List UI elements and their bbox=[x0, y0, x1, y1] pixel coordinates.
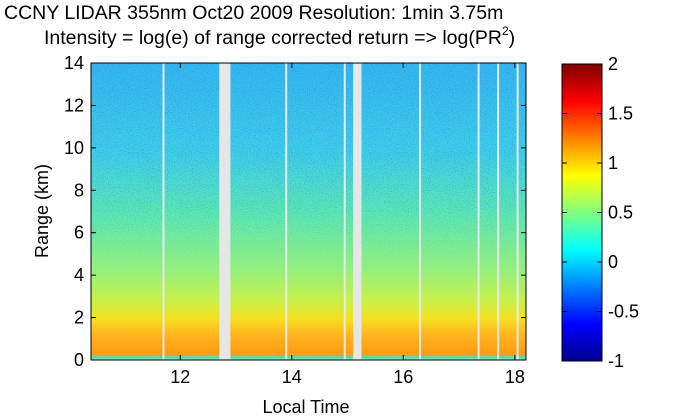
colorbar-tick-label: 2 bbox=[608, 54, 618, 74]
x-axis: 12 14 16 18 bbox=[170, 63, 525, 387]
heatmap-noise bbox=[91, 63, 526, 360]
x-tick-label: 16 bbox=[393, 367, 413, 387]
x-tick-label: 12 bbox=[170, 367, 190, 387]
colorbar-tick-label: 0.5 bbox=[608, 203, 633, 223]
colorbar-tick-label: 1.5 bbox=[608, 104, 633, 124]
y-tick-label: 14 bbox=[64, 53, 84, 73]
data-gap-line bbox=[285, 63, 288, 360]
data-gap-band bbox=[219, 63, 231, 360]
x-tick-label: 14 bbox=[282, 367, 302, 387]
colorbar-tick-label: 0 bbox=[608, 252, 618, 272]
data-gap-line bbox=[162, 63, 165, 360]
colorbar-tick-label: -0.5 bbox=[608, 302, 639, 322]
colorbar-tick-label: 1 bbox=[608, 153, 618, 173]
data-gap-line bbox=[419, 63, 422, 360]
data-gaps bbox=[162, 63, 519, 360]
y-tick-label: 8 bbox=[74, 180, 84, 200]
colorbar-tick-label: -1 bbox=[608, 351, 624, 371]
subtitle-suffix: ) bbox=[508, 27, 516, 49]
y-tick-label: 12 bbox=[64, 95, 84, 115]
colorbar: 2 1.5 1 0.5 0 -0.5 -1 bbox=[561, 54, 639, 371]
data-gap-line bbox=[477, 63, 480, 360]
y-tick-label: 2 bbox=[74, 308, 84, 328]
subtitle-text: Intensity = log(e) of range corrected re… bbox=[44, 27, 502, 49]
plot-frame bbox=[90, 62, 527, 361]
data-gap-line bbox=[343, 63, 346, 360]
x-axis-label: Local Time bbox=[262, 397, 349, 417]
y-tick-label: 6 bbox=[74, 223, 84, 243]
y-tick-label: 0 bbox=[74, 350, 84, 370]
colorbar-gradient bbox=[561, 63, 603, 362]
x-tick-label: 18 bbox=[505, 367, 525, 387]
data-gap-line bbox=[516, 63, 519, 360]
y-axis: 0 2 4 6 8 10 12 14 bbox=[64, 53, 526, 370]
data-gap-line bbox=[497, 63, 500, 360]
y-tick-label: 4 bbox=[74, 265, 84, 285]
colorbar-ticks: 2 1.5 1 0.5 0 -0.5 -1 bbox=[562, 54, 639, 371]
chart-title: CCNY LIDAR 355nm Oct20 2009 Resolution: … bbox=[4, 2, 504, 24]
y-tick-label: 10 bbox=[64, 138, 84, 158]
y-axis-label: Range (km) bbox=[32, 164, 52, 258]
chart-subtitle: Intensity = log(e) of range corrected re… bbox=[44, 24, 516, 49]
subtitle-superscript: 2 bbox=[501, 24, 509, 38]
data-gap-band bbox=[353, 63, 362, 360]
